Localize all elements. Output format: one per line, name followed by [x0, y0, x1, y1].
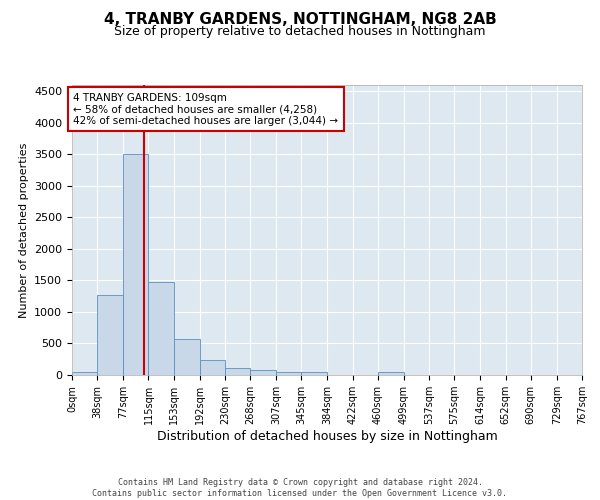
Text: Size of property relative to detached houses in Nottingham: Size of property relative to detached ho… — [114, 25, 486, 38]
Bar — [301, 372, 328, 375]
Bar — [72, 372, 97, 375]
Bar — [225, 368, 250, 375]
Bar — [174, 339, 200, 375]
Bar — [200, 360, 225, 375]
Bar — [276, 372, 301, 375]
Text: Contains HM Land Registry data © Crown copyright and database right 2024.
Contai: Contains HM Land Registry data © Crown c… — [92, 478, 508, 498]
Bar — [97, 295, 123, 375]
Bar — [250, 370, 276, 375]
Y-axis label: Number of detached properties: Number of detached properties — [19, 142, 29, 318]
X-axis label: Distribution of detached houses by size in Nottingham: Distribution of detached houses by size … — [157, 430, 497, 443]
Bar — [123, 154, 148, 375]
Bar — [378, 372, 404, 375]
Bar — [148, 282, 174, 375]
Text: 4 TRANBY GARDENS: 109sqm
← 58% of detached houses are smaller (4,258)
42% of sem: 4 TRANBY GARDENS: 109sqm ← 58% of detach… — [73, 92, 338, 126]
Text: 4, TRANBY GARDENS, NOTTINGHAM, NG8 2AB: 4, TRANBY GARDENS, NOTTINGHAM, NG8 2AB — [104, 12, 496, 28]
